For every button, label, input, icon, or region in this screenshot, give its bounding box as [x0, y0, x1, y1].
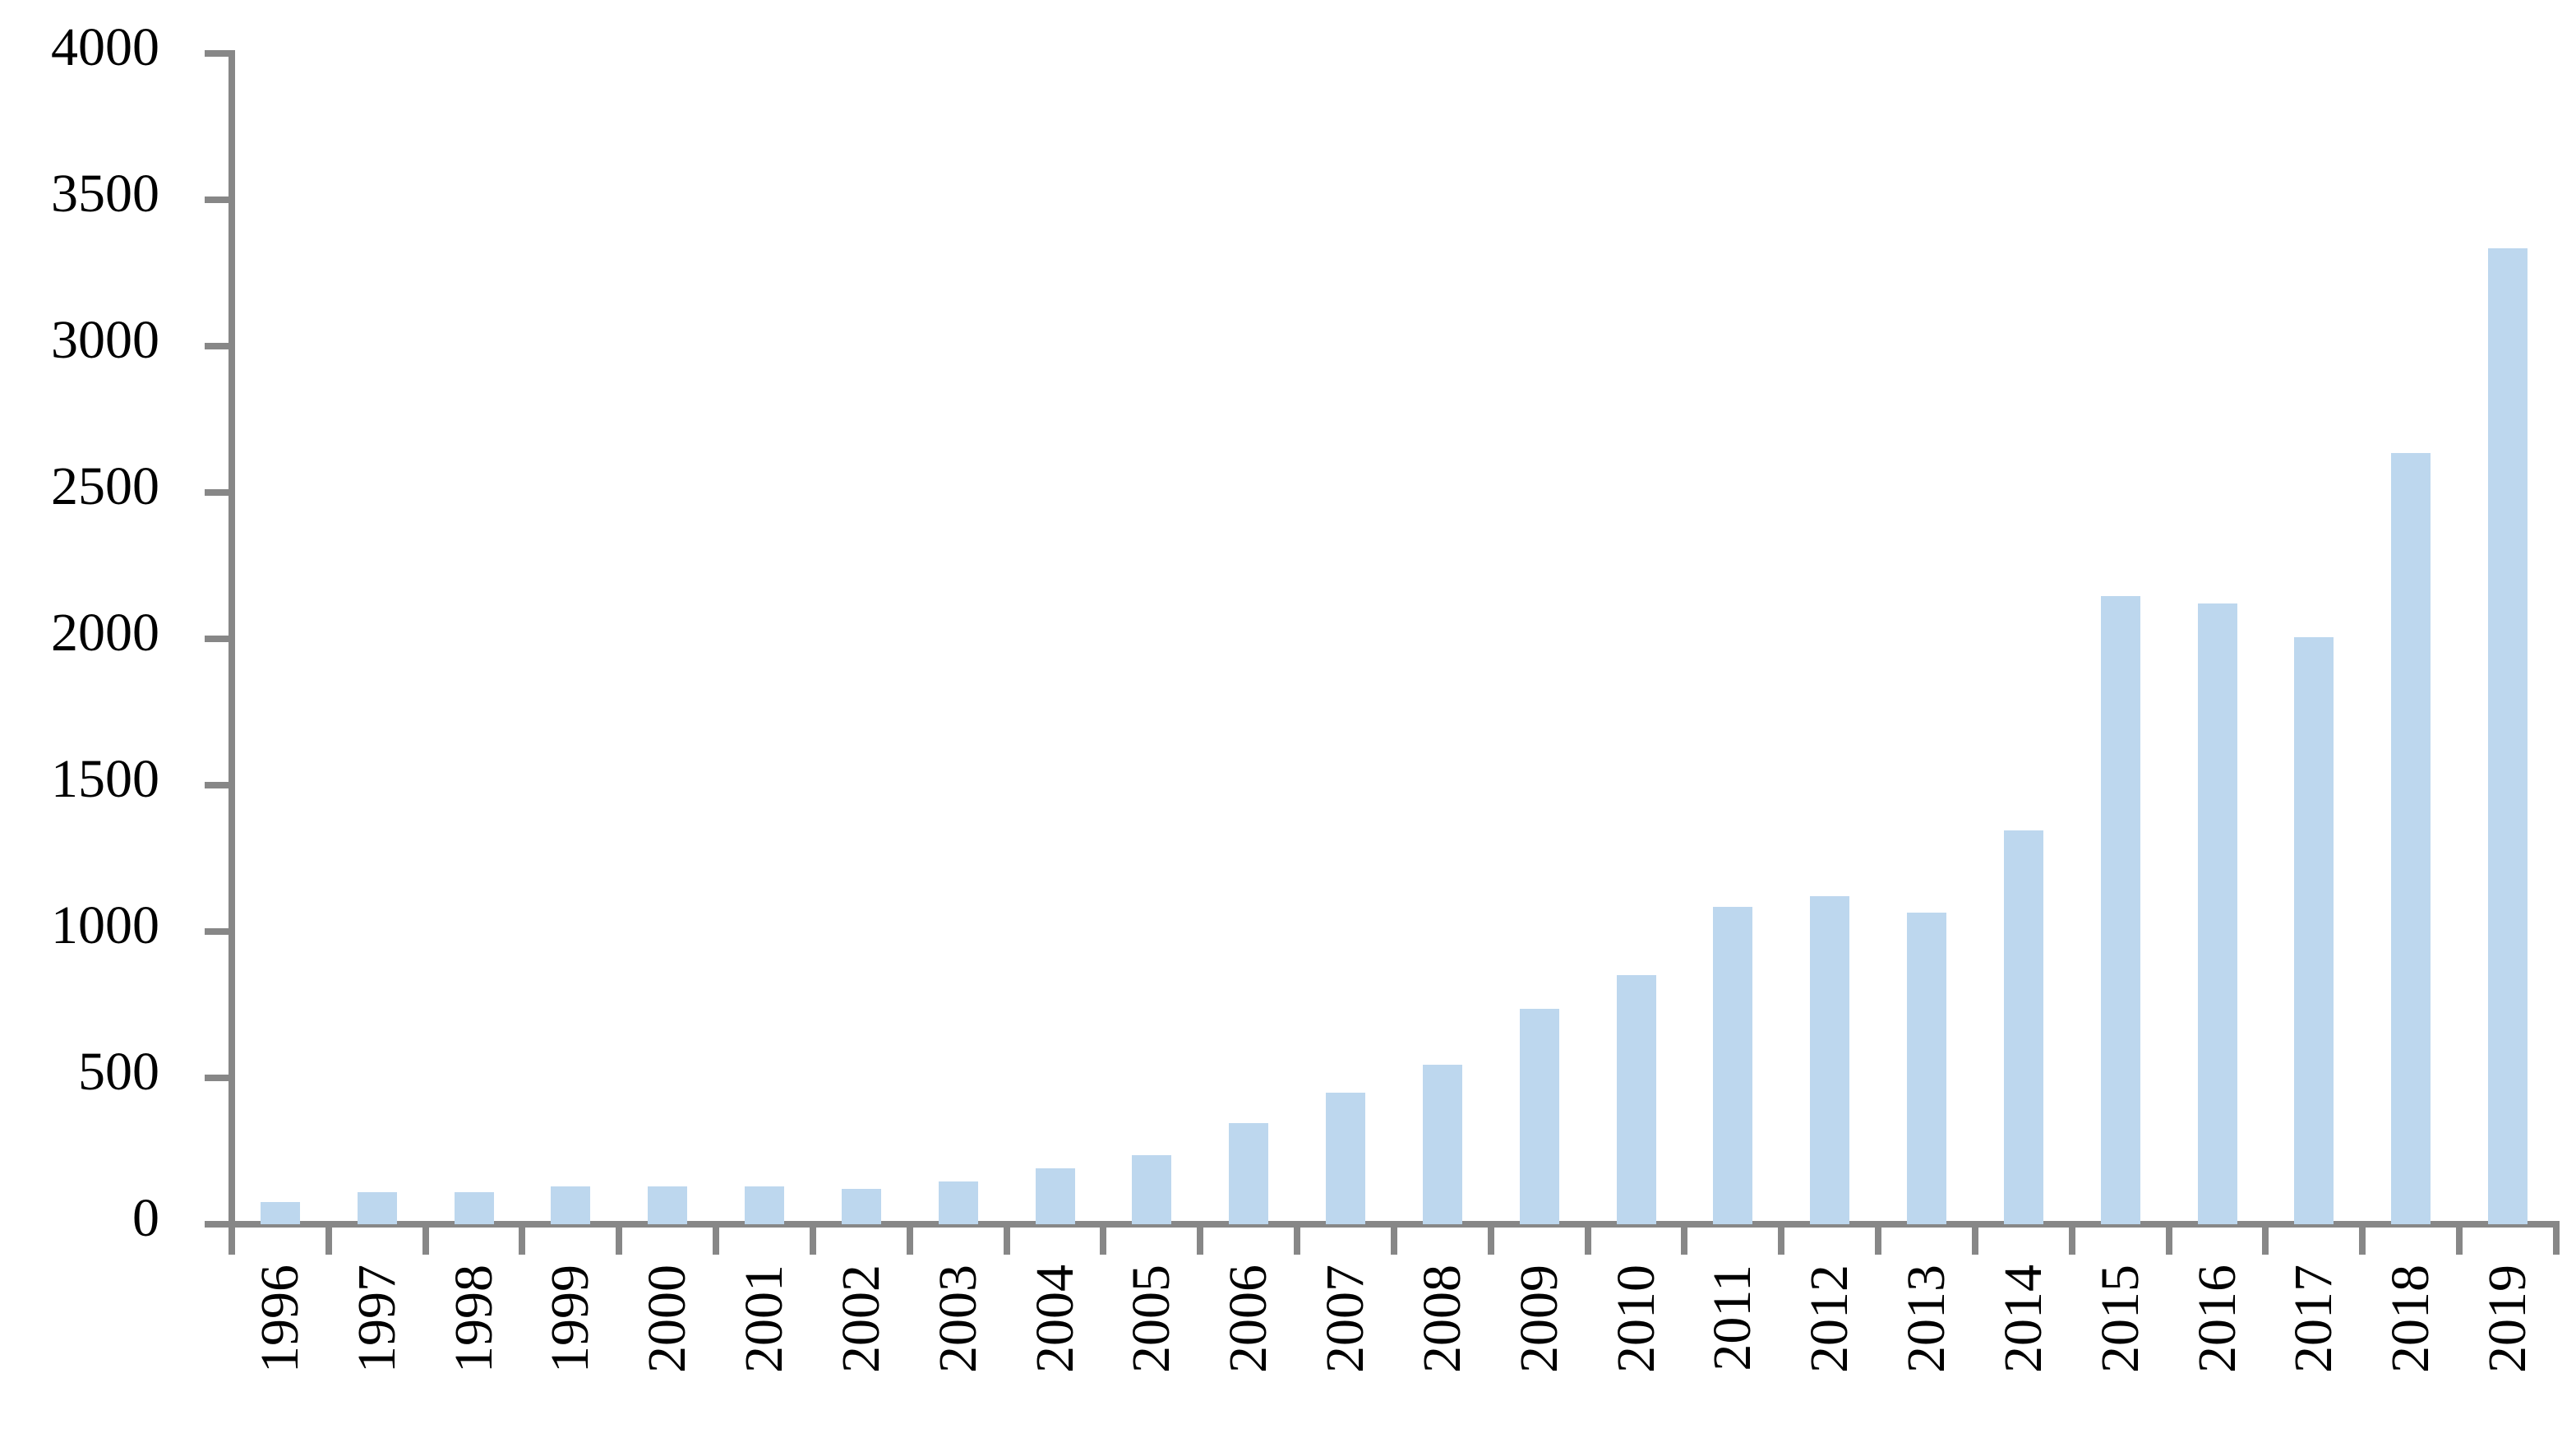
x-axis-tick-label: 1997 [346, 1265, 407, 1373]
y-axis-tick [205, 928, 229, 935]
bar-2015 [2100, 596, 2140, 1224]
bar-2011 [1713, 906, 1753, 1224]
x-axis-tick [2165, 1224, 2172, 1255]
bar-1996 [260, 1202, 300, 1224]
x-axis-tick [1584, 1224, 1591, 1255]
x-axis-tick-label: 2015 [2089, 1265, 2150, 1373]
x-axis-tick-label: 2018 [2380, 1265, 2441, 1373]
x-axis-tick-label: 2012 [1799, 1265, 1860, 1373]
x-axis-tick [1487, 1224, 1494, 1255]
x-axis-tick-label: 2003 [927, 1265, 988, 1373]
y-axis-tick-label: 1500 [51, 749, 159, 809]
x-axis-tick [2552, 1224, 2560, 1255]
bar-2014 [2003, 830, 2043, 1224]
y-axis-tick-label: 3000 [51, 310, 159, 370]
x-axis-tick [713, 1224, 720, 1255]
x-axis-tick-label: 2009 [1508, 1265, 1569, 1373]
y-axis-tick [205, 1075, 229, 1081]
x-axis-tick [1390, 1224, 1397, 1255]
bar-2005 [1132, 1155, 1172, 1224]
x-axis-tick [1197, 1224, 1204, 1255]
x-axis-tick [2262, 1224, 2269, 1255]
x-axis-tick [325, 1224, 332, 1255]
y-axis-tick-label: 2500 [51, 456, 159, 516]
bar-2012 [1810, 896, 1850, 1224]
x-axis-tick [519, 1224, 526, 1255]
bar-2002 [841, 1189, 881, 1224]
x-axis-tick [229, 1224, 235, 1255]
y-axis-tick-label: 500 [78, 1042, 159, 1102]
bar-2000 [648, 1186, 688, 1224]
x-axis-tick-label: 2019 [2477, 1265, 2537, 1373]
bar-2001 [745, 1186, 785, 1224]
bar-2003 [938, 1181, 978, 1224]
x-axis-tick [2068, 1224, 2075, 1255]
x-axis-tick-label: 2000 [637, 1265, 698, 1373]
x-axis-tick-label: 2008 [1411, 1265, 1472, 1373]
x-axis-tick [1875, 1224, 1882, 1255]
x-axis-tick-label: 2014 [1992, 1265, 2053, 1373]
bar-2013 [1907, 912, 1947, 1224]
bar-2017 [2294, 637, 2334, 1224]
x-axis-tick-label: 2002 [830, 1265, 891, 1373]
bar-2009 [1519, 1009, 1559, 1224]
bar-2007 [1326, 1092, 1366, 1224]
y-axis-tick [205, 782, 229, 788]
bar-2004 [1035, 1168, 1075, 1224]
y-axis-tick [205, 1221, 229, 1228]
bar-2019 [2488, 247, 2528, 1224]
y-axis-tick-label: 0 [132, 1188, 159, 1248]
x-axis-tick [2359, 1224, 2366, 1255]
x-axis-tick [1778, 1224, 1785, 1255]
x-axis-tick [422, 1224, 429, 1255]
x-axis-tick [616, 1224, 623, 1255]
y-axis-tick [205, 343, 229, 349]
bar-2008 [1422, 1064, 1462, 1224]
x-axis-tick [1100, 1224, 1107, 1255]
y-axis-tick [205, 489, 229, 496]
bar-2018 [2391, 452, 2431, 1224]
x-axis-tick-label: 1996 [249, 1265, 310, 1373]
x-axis-tick [1294, 1224, 1301, 1255]
x-axis-tick-label: 1998 [443, 1265, 504, 1373]
x-axis-tick-label: 1999 [540, 1265, 601, 1373]
y-axis-tick [205, 50, 229, 57]
x-axis-tick-label: 2004 [1024, 1265, 1085, 1373]
x-axis-tick [809, 1224, 816, 1255]
x-axis-tick-label: 2017 [2283, 1265, 2344, 1373]
x-axis-tick [1681, 1224, 1688, 1255]
x-axis-tick [1003, 1224, 1010, 1255]
x-axis-tick-label: 2005 [1121, 1265, 1182, 1373]
x-axis-tick-label: 2006 [1218, 1265, 1279, 1373]
bar-2016 [2197, 603, 2237, 1224]
x-axis-tick [906, 1224, 913, 1255]
x-axis-tick-label: 2007 [1315, 1265, 1376, 1373]
x-axis-tick-label: 2011 [1702, 1265, 1763, 1371]
y-axis-tick [205, 636, 229, 642]
y-axis-tick-label: 2000 [51, 603, 159, 663]
bar-2010 [1616, 975, 1656, 1224]
y-axis-tick-label: 3500 [51, 164, 159, 224]
x-axis-tick-label: 2016 [2186, 1265, 2247, 1373]
x-axis-tick-label: 2013 [1896, 1265, 1957, 1373]
x-axis-tick-label: 2010 [1605, 1265, 1666, 1373]
x-axis-tick-label: 2001 [734, 1265, 795, 1373]
bar-1997 [357, 1191, 397, 1224]
bar-2006 [1229, 1123, 1269, 1224]
y-axis-line [229, 50, 235, 1254]
y-axis-tick-label: 1000 [51, 895, 159, 955]
y-axis-tick [205, 197, 229, 203]
x-axis-tick [2456, 1224, 2463, 1255]
bar-1999 [551, 1186, 591, 1224]
x-axis-tick [1971, 1224, 1978, 1255]
bar-1998 [454, 1191, 494, 1224]
y-axis-tick-label: 4000 [51, 17, 159, 77]
